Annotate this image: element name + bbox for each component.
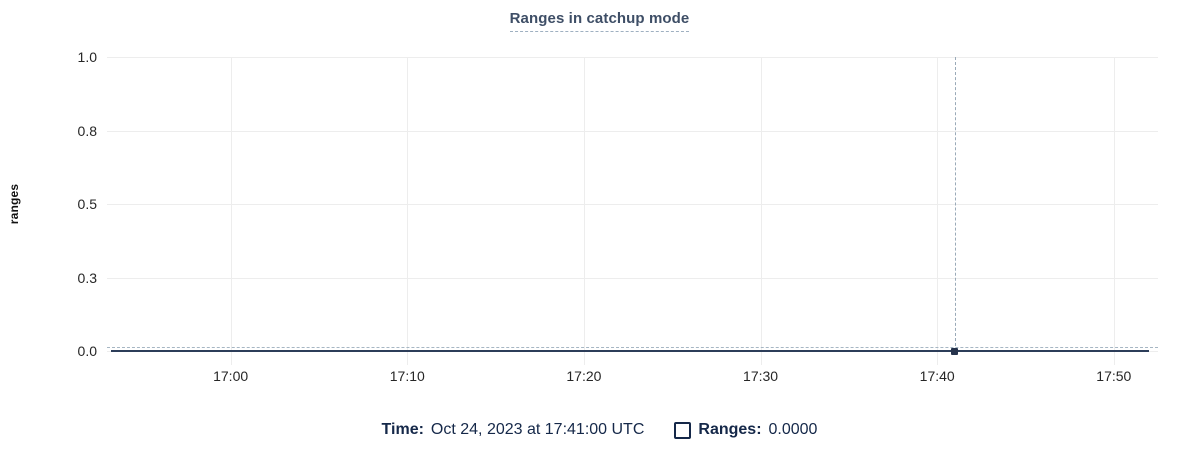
ranges-label: Ranges:	[698, 421, 762, 438]
x-tick-label: 17:50	[1096, 368, 1132, 384]
time-value: Oct 24, 2023 at 17:41:00 UTC	[430, 421, 645, 438]
x-gridline	[230, 57, 232, 365]
y-gridline	[107, 130, 1158, 132]
y-axis-label: ranges	[7, 183, 21, 225]
x-gridline	[407, 57, 409, 365]
hover-guideline	[107, 347, 1158, 348]
hover-crosshair	[954, 57, 956, 351]
x-tick-label: 17:00	[213, 368, 249, 384]
y-tick-label: 0.0	[77, 343, 97, 359]
x-gridline	[1113, 57, 1115, 365]
ranges-value: 0.0000	[768, 421, 818, 438]
y-gridline	[107, 277, 1158, 279]
y-gridline	[107, 204, 1158, 205]
y-tick-label: 0.8	[77, 122, 97, 139]
series-line-ranges	[110, 350, 1150, 352]
x-tick-label: 17:10	[389, 368, 425, 384]
time-label: Time:	[381, 421, 424, 438]
x-gridline	[937, 57, 939, 365]
x-tick-label: 17:40	[919, 368, 955, 384]
hover-marker	[951, 347, 959, 355]
hover-legend: Time: Oct 24, 2023 at 17:41:00 UTC Range…	[0, 421, 1199, 439]
y-tick-label: 1.0	[77, 49, 97, 65]
chart-title-row: Ranges in catchup mode	[0, 10, 1199, 32]
y-tick-label: 0.3	[77, 269, 97, 286]
ranges-series-checkbox[interactable]	[674, 421, 692, 439]
x-gridline	[583, 57, 585, 365]
x-gridline	[760, 57, 762, 365]
chart-title[interactable]: Ranges in catchup mode	[509, 10, 690, 32]
y-tick-label: 0.5	[77, 196, 97, 212]
y-gridline	[107, 57, 1158, 58]
x-tick-label: 17:30	[743, 368, 779, 384]
x-tick-label: 17:20	[566, 368, 602, 384]
